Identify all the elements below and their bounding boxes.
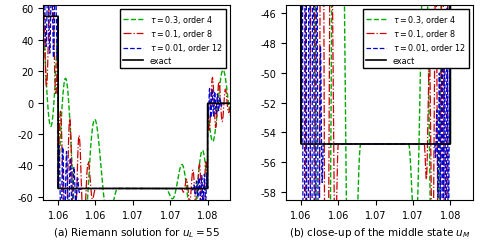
exact [162,187,168,190]
exact [227,102,233,106]
$\tau = 0.01$, order 12 [112,187,118,190]
$\tau = 0.3$, order 4 [112,195,118,198]
$\tau = 0.01$, order 12 [395,143,401,146]
exact [112,187,118,190]
$\tau = 0.1$, order 8 [74,173,80,176]
$\tau = 0.3$, order 4 [40,16,46,19]
Line: exact: exact [43,17,230,189]
$\tau = 0.01$, order 12 [74,180,80,183]
$\tau = 0.01$, order 12 [40,16,46,19]
$\tau = 0.3$, order 4 [437,174,443,178]
$\tau = 0.01$, order 12 [194,182,200,186]
$\tau = 0.1$, order 8 [112,187,118,190]
$\tau = 0.01$, order 12 [355,143,360,146]
Line: $\tau = 0.01$, order 12: $\tau = 0.01$, order 12 [286,0,473,250]
$\tau = 0.1$, order 8 [194,204,200,208]
X-axis label: (b) close-up of the middle state $u_M$: (b) close-up of the middle state $u_M$ [288,225,470,239]
exact [152,187,158,190]
Line: $\tau = 0.1$, order 8: $\tau = 0.1$, order 8 [286,0,473,250]
$\tau = 0.1$, order 8 [180,190,186,192]
$\tau = 0.3$, order 4 [162,187,168,190]
exact [194,187,200,190]
$\tau = 0.3$, order 4 [194,190,200,194]
exact [55,187,61,190]
$\tau = 0.1$, order 8 [227,106,233,108]
exact [355,143,360,146]
$\tau = 0.3$, order 4 [405,143,410,146]
$\tau = 0.3$, order 4 [152,187,158,190]
exact [317,143,323,146]
Legend: $\tau = 0.3$, order 4, $\tau = 0.1$, order 8, $\tau = 0.01$, order 12, exact: $\tau = 0.3$, order 4, $\tau = 0.1$, ord… [363,10,469,69]
exact [74,187,80,190]
$\tau = 0.1$, order 8 [355,143,360,146]
Line: $\tau = 0.3$, order 4: $\tau = 0.3$, order 4 [286,0,473,250]
exact [40,16,46,19]
exact [395,143,401,146]
exact [405,143,410,146]
$\tau = 0.01$, order 12 [317,75,323,78]
$\tau = 0.3$, order 4 [227,114,233,117]
$\tau = 0.01$, order 12 [58,230,64,232]
Line: $\tau = 0.3$, order 4: $\tau = 0.3$, order 4 [43,17,230,250]
$\tau = 0.3$, order 4 [355,216,360,219]
$\tau = 0.3$, order 4 [180,164,185,167]
exact [180,187,185,190]
$\tau = 0.01$, order 12 [153,187,158,190]
$\tau = 0.1$, order 8 [153,187,158,190]
$\tau = 0.1$, order 8 [162,187,168,190]
exact [422,143,428,146]
$\tau = 0.01$, order 12 [437,98,443,101]
$\tau = 0.1$, order 8 [317,5,323,8]
Line: $\tau = 0.01$, order 12: $\tau = 0.01$, order 12 [43,0,230,231]
exact [298,143,304,146]
$\tau = 0.01$, order 12 [180,187,186,190]
Legend: $\tau = 0.3$, order 4, $\tau = 0.1$, order 8, $\tau = 0.01$, order 12, exact: $\tau = 0.3$, order 4, $\tau = 0.1$, ord… [120,10,226,69]
Line: exact: exact [286,0,473,144]
$\tau = 0.3$, order 4 [395,143,401,146]
$\tau = 0.1$, order 8 [422,164,428,168]
$\tau = 0.01$, order 12 [422,143,428,146]
Line: $\tau = 0.1$, order 8: $\tau = 0.1$, order 8 [43,0,230,250]
$\tau = 0.01$, order 12 [162,187,168,190]
exact [437,143,443,146]
$\tau = 0.01$, order 12 [227,102,233,106]
$\tau = 0.1$, order 8 [405,143,410,146]
$\tau = 0.01$, order 12 [405,143,410,146]
$\tau = 0.1$, order 8 [395,143,401,146]
X-axis label: (a) Riemann solution for $u_L = 55$: (a) Riemann solution for $u_L = 55$ [53,225,220,239]
